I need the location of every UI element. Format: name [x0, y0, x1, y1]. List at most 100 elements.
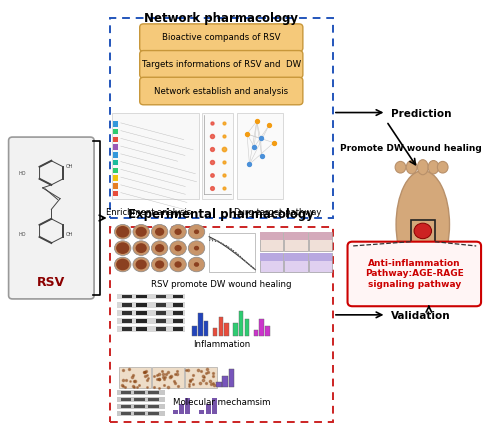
Point	[175, 368, 183, 375]
Ellipse shape	[428, 160, 439, 174]
Point	[154, 373, 162, 380]
Circle shape	[133, 225, 150, 239]
Text: Bioactive compands of RSV: Bioactive compands of RSV	[162, 33, 280, 42]
Point	[127, 376, 135, 383]
Text: Promote DW wound healing: Promote DW wound healing	[340, 144, 482, 153]
Bar	[410, 220, 435, 242]
Circle shape	[133, 241, 150, 255]
Point	[183, 369, 191, 376]
Circle shape	[174, 245, 182, 251]
Bar	[224, 324, 229, 336]
Bar	[216, 382, 222, 387]
Bar	[212, 399, 217, 414]
Text: OH: OH	[66, 164, 74, 169]
Circle shape	[136, 227, 147, 237]
Bar	[308, 232, 332, 251]
Circle shape	[114, 241, 131, 255]
Circle shape	[170, 225, 186, 239]
Bar	[308, 253, 332, 272]
Bar	[156, 311, 166, 315]
Point	[152, 384, 160, 391]
FancyBboxPatch shape	[140, 24, 303, 51]
Circle shape	[174, 228, 182, 235]
Point	[134, 368, 142, 375]
Bar	[172, 327, 184, 331]
Bar	[172, 295, 184, 299]
Text: RSV: RSV	[37, 276, 66, 289]
Bar	[120, 368, 151, 388]
Point	[208, 146, 216, 153]
Bar	[172, 311, 184, 315]
Point	[258, 152, 266, 159]
Circle shape	[114, 257, 131, 272]
Point	[162, 368, 170, 375]
Bar	[156, 327, 166, 331]
Point	[220, 133, 228, 140]
Bar	[186, 399, 190, 414]
Bar	[222, 375, 228, 387]
Bar	[136, 303, 147, 307]
Point	[270, 139, 278, 146]
Circle shape	[114, 225, 131, 239]
Bar	[265, 326, 270, 336]
Point	[163, 374, 171, 381]
Bar	[260, 253, 283, 272]
Point	[192, 369, 200, 376]
Point	[163, 376, 171, 383]
Point	[154, 368, 162, 375]
Circle shape	[152, 257, 168, 272]
Point	[142, 385, 150, 392]
Bar	[172, 319, 184, 323]
Point	[188, 382, 196, 388]
Point	[134, 373, 142, 380]
Point	[132, 378, 140, 385]
Bar	[172, 303, 184, 307]
Text: Durg-target-pathway: Durg-target-pathway	[233, 208, 322, 217]
Bar	[114, 175, 118, 181]
Circle shape	[152, 241, 168, 255]
Point	[194, 384, 202, 391]
Point	[158, 380, 166, 387]
Circle shape	[414, 223, 432, 238]
Text: Prediction: Prediction	[391, 109, 452, 119]
Bar	[172, 409, 178, 414]
Bar	[121, 412, 132, 415]
Point	[250, 143, 258, 150]
Point	[130, 379, 138, 386]
Bar	[308, 253, 332, 261]
Point	[124, 371, 132, 378]
Point	[256, 135, 264, 142]
Bar	[229, 369, 234, 387]
Bar	[216, 382, 222, 387]
Point	[210, 376, 218, 383]
Bar	[308, 232, 332, 240]
Bar	[284, 232, 308, 240]
Point	[192, 378, 200, 385]
Circle shape	[170, 241, 186, 255]
Point	[130, 371, 138, 378]
Point	[174, 377, 182, 384]
Bar	[148, 412, 159, 415]
Point	[182, 383, 190, 390]
Point	[186, 383, 194, 390]
Bar	[260, 253, 283, 261]
Point	[128, 368, 136, 375]
Bar	[198, 313, 202, 336]
Bar	[192, 326, 197, 336]
Point	[157, 375, 165, 382]
Point	[220, 184, 228, 191]
Bar	[117, 302, 185, 307]
Bar	[245, 319, 249, 336]
FancyBboxPatch shape	[8, 137, 94, 299]
Bar	[148, 405, 159, 408]
Point	[142, 368, 150, 375]
Point	[175, 376, 183, 383]
Bar	[213, 328, 217, 336]
Bar	[156, 303, 166, 307]
Bar	[254, 330, 258, 336]
Bar	[213, 328, 217, 336]
Text: RSV promote DW wound healing: RSV promote DW wound healing	[151, 280, 292, 289]
Circle shape	[152, 225, 168, 239]
Point	[134, 373, 142, 380]
Point	[128, 368, 136, 375]
